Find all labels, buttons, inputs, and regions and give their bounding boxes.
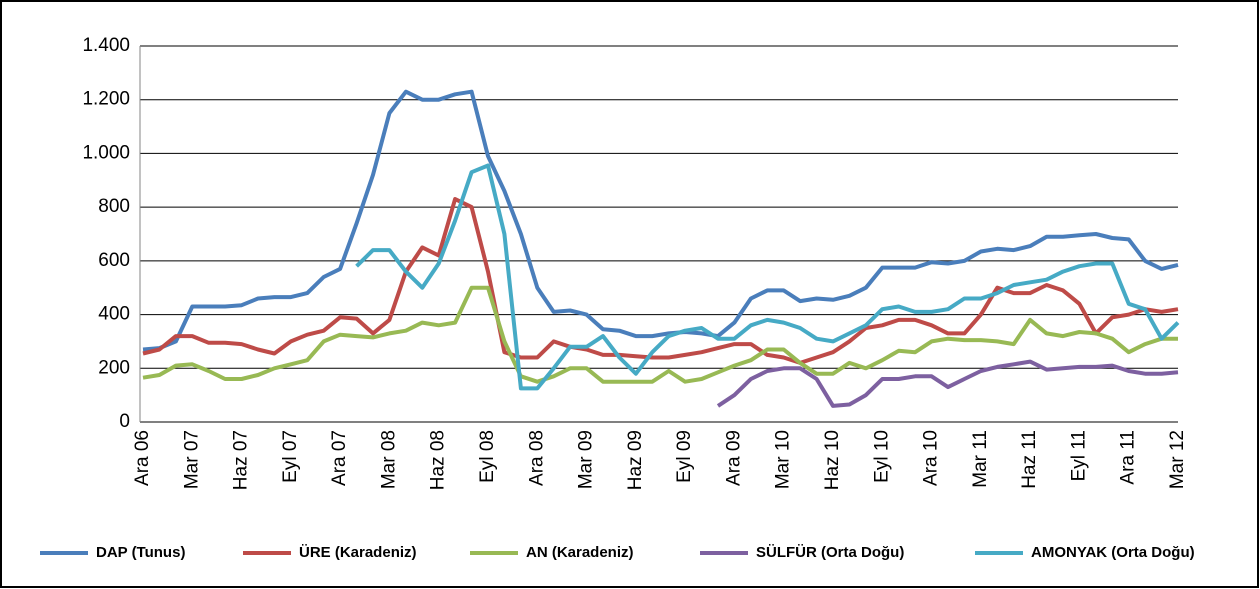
x-tick-label: Ara 06 bbox=[132, 430, 153, 486]
y-tick-label: 200 bbox=[98, 357, 130, 378]
x-tick-label: Eyl 07 bbox=[280, 430, 301, 483]
x-tick-label: Ara 10 bbox=[921, 430, 942, 486]
x-tick-label: Ara 11 bbox=[1118, 430, 1139, 485]
y-tick-label: 800 bbox=[98, 196, 130, 217]
y-tick-label: 1.200 bbox=[82, 89, 130, 110]
x-tick-label: Haz 09 bbox=[625, 430, 646, 490]
x-tick-label: Ara 09 bbox=[723, 430, 744, 486]
legend-label: AMONYAK (Orta Doğu) bbox=[1031, 544, 1195, 561]
y-tick-label: 1.000 bbox=[82, 142, 130, 163]
x-tick-label: Mar 12 bbox=[1167, 430, 1188, 489]
x-tick-label: Mar 07 bbox=[181, 430, 202, 489]
x-tick-label: Mar 08 bbox=[378, 430, 399, 489]
legend-label: ÜRE (Karadeniz) bbox=[299, 544, 417, 561]
x-tick-label: Mar 11 bbox=[970, 430, 991, 488]
x-tick-label: Mar 09 bbox=[576, 430, 597, 489]
x-tick-label: Eyl 11 bbox=[1068, 430, 1089, 481]
legend-label: AN (Karadeniz) bbox=[526, 544, 634, 561]
y-tick-label: 600 bbox=[98, 250, 130, 271]
x-tick-label: Haz 10 bbox=[822, 430, 843, 490]
x-tick-label: Eyl 08 bbox=[477, 430, 498, 483]
x-tick-label: Ara 07 bbox=[329, 430, 350, 486]
x-tick-label: Eyl 09 bbox=[674, 430, 695, 483]
x-tick-label: Haz 08 bbox=[428, 430, 449, 490]
legend-label: SÜLFÜR (Orta Doğu) bbox=[756, 544, 904, 561]
x-tick-label: Haz 07 bbox=[231, 430, 252, 490]
y-tick-label: 1.400 bbox=[82, 35, 130, 56]
line-series bbox=[716, 359, 1179, 408]
y-tick-label: 400 bbox=[98, 304, 130, 325]
x-tick-label: Ara 08 bbox=[526, 430, 547, 486]
y-tick-label: 0 bbox=[119, 411, 130, 432]
x-tick-label: Haz 11 bbox=[1019, 430, 1040, 489]
line-series bbox=[355, 163, 1180, 391]
x-tick-label: Eyl 10 bbox=[871, 430, 892, 483]
legend-label: DAP (Tunus) bbox=[96, 544, 185, 561]
x-tick-label: Mar 10 bbox=[773, 430, 794, 489]
line-series bbox=[142, 89, 1179, 352]
line-series bbox=[142, 285, 1178, 384]
